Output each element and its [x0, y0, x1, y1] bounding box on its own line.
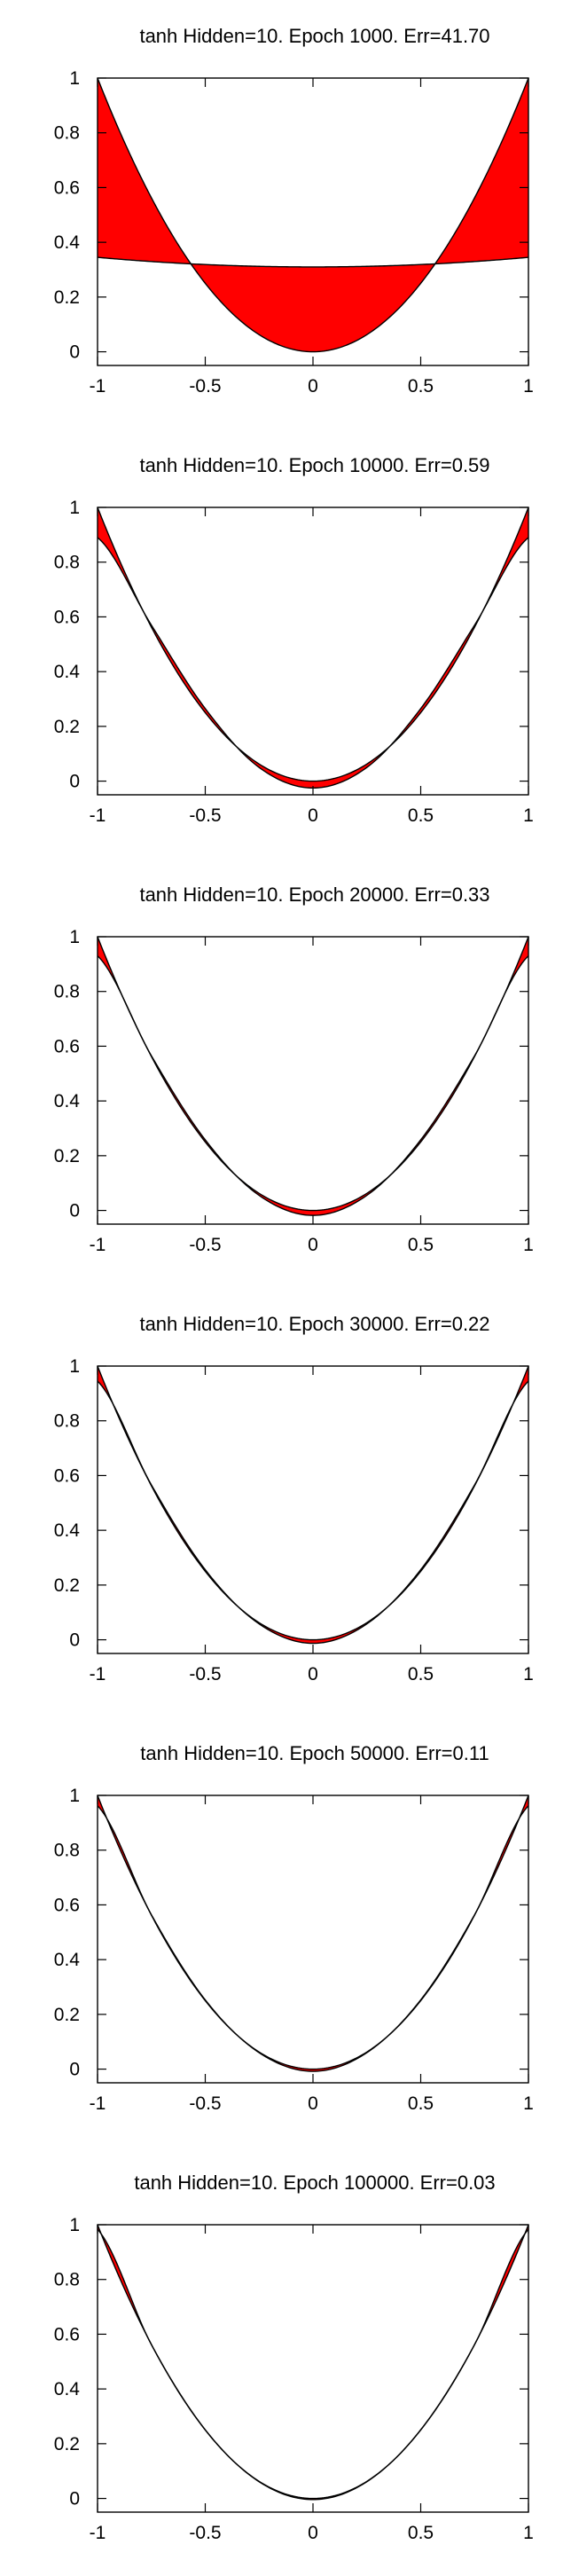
plot-frame [97, 1365, 529, 1654]
y-tick-label: 1 [69, 927, 80, 947]
y-tick-label: 0 [69, 1201, 80, 1221]
x-tick-label: -0.5 [189, 805, 221, 826]
target-curve [97, 77, 529, 353]
chart-panel-1: tanh Hidden=10. Epoch 1000. Err=41.70 -1 -… [54, 25, 534, 397]
chart-title: tanh Hidden=10. Epoch 50000. Err=0.11 [140, 1742, 489, 1764]
x-tick-label: 0.5 [408, 1235, 434, 1255]
chart-panel-2: tanh Hidden=10. Epoch 10000. Err=0.59 -1 -… [54, 454, 534, 826]
target-curve [97, 1795, 529, 2070]
y-tick-label: 0.2 [54, 2434, 80, 2454]
x-tick-label: 0 [308, 2523, 318, 2543]
network-output-curve [97, 1380, 529, 1645]
chart-title: tanh Hidden=10. Epoch 10000. Err=0.59 [139, 454, 489, 476]
y-tick-label: 0.2 [54, 2005, 80, 2025]
y-tick-label: 1 [69, 498, 80, 518]
x-tick-label: 1 [523, 2523, 534, 2543]
x-tick-label: 1 [523, 2093, 534, 2114]
y-tick-label: 0.6 [54, 177, 80, 198]
y-tick-label: 0.4 [54, 1520, 81, 1541]
chart-panel-3: tanh Hidden=10. Epoch 20000. Err=0.33 -1 -… [54, 884, 534, 1255]
network-output-curve [97, 2228, 529, 2501]
x-tick-label: -1 [90, 2093, 106, 2114]
y-tick-label: 0.4 [54, 1091, 81, 1111]
chart-title: tanh Hidden=10. Epoch 100000. Err=0.03 [134, 2172, 495, 2194]
y-tick-label: 0 [69, 772, 80, 792]
y-tick-label: 1 [69, 2215, 80, 2235]
x-tick-label: -0.5 [189, 2093, 221, 2114]
network-output-curve [97, 537, 529, 789]
target-curve [97, 507, 529, 782]
y-tick-label: 0.6 [54, 1465, 80, 1486]
chart-title: tanh Hidden=10. Epoch 30000. Err=0.22 [139, 1313, 489, 1335]
x-tick-label: 1 [523, 805, 534, 826]
chart-title: tanh Hidden=10. Epoch 20000. Err=0.33 [139, 884, 489, 906]
chart-panel-6: tanh Hidden=10. Epoch 100000. Err=0.03 -1… [54, 2172, 534, 2543]
y-tick-label: 0.2 [54, 287, 80, 308]
y-tick-label: 1 [69, 1356, 80, 1377]
x-tick-label: 0 [308, 2093, 318, 2114]
y-tick-label: 0 [69, 1630, 80, 1651]
plot-frame [97, 936, 529, 1225]
y-tick-label: 0.8 [54, 123, 80, 144]
x-tick-label: -1 [90, 1235, 106, 1255]
x-tick-label: 0.5 [408, 1664, 434, 1685]
y-tick-label: 0.8 [54, 553, 80, 573]
x-tick-label: -1 [90, 2523, 106, 2543]
y-tick-label: 1 [69, 68, 80, 89]
y-tick-label: 0.4 [54, 2379, 81, 2399]
y-tick-label: 0.6 [54, 607, 80, 627]
y-tick-label: 0.2 [54, 1146, 80, 1166]
x-tick-label: 0 [308, 1235, 318, 1255]
target-curve [97, 1365, 529, 1641]
y-tick-label: 0.8 [54, 2270, 80, 2290]
x-tick-label: 0.5 [408, 2523, 434, 2543]
y-tick-label: 0.8 [54, 1841, 80, 1861]
x-tick-label: 0 [308, 805, 318, 826]
y-tick-label: 0.8 [54, 1411, 80, 1432]
y-tick-label: 0 [69, 342, 80, 363]
x-tick-label: 1 [523, 376, 534, 397]
x-tick-label: 0.5 [408, 2093, 434, 2114]
x-tick-label: -0.5 [189, 2523, 221, 2543]
y-tick-label: 0.4 [54, 1950, 81, 1970]
network-output-curve [97, 1805, 529, 2072]
error-area [98, 2225, 528, 2500]
x-tick-label: 0 [308, 1664, 318, 1685]
y-tick-label: 0 [69, 2489, 80, 2509]
y-tick-label: 0 [69, 2060, 80, 2080]
chart-title: tanh Hidden=10. Epoch 1000. Err=41.70 [139, 25, 489, 47]
plot-frame [97, 507, 529, 796]
error-area [98, 78, 528, 352]
x-tick-label: -0.5 [189, 1235, 221, 1255]
y-tick-label: 0.4 [54, 232, 81, 253]
network-output-curve [97, 955, 529, 1216]
chart-panel-4: tanh Hidden=10. Epoch 30000. Err=0.22 -1 -… [54, 1313, 534, 1685]
y-tick-label: 0.2 [54, 1575, 80, 1596]
x-tick-label: -1 [90, 376, 106, 397]
y-tick-label: 0.2 [54, 717, 80, 737]
target-curve [97, 2224, 529, 2500]
y-tick-label: 0.8 [54, 982, 80, 1002]
y-tick-label: 0.6 [54, 2324, 80, 2344]
x-tick-label: 1 [523, 1235, 534, 1255]
x-tick-label: 1 [523, 1664, 534, 1685]
y-tick-label: 0.4 [54, 662, 81, 682]
y-tick-label: 0.6 [54, 1036, 80, 1056]
y-tick-label: 0.6 [54, 1895, 80, 1915]
x-tick-label: -1 [90, 805, 106, 826]
x-tick-label: 0 [308, 376, 318, 397]
y-tick-label: 1 [69, 1786, 80, 1806]
x-tick-label: -0.5 [189, 1664, 221, 1685]
x-tick-label: -1 [90, 1664, 106, 1685]
network-output-curve [97, 256, 529, 268]
x-tick-label: -0.5 [189, 376, 221, 397]
x-tick-label: 0.5 [408, 805, 434, 826]
plot-frame [97, 2224, 529, 2513]
target-curve [97, 936, 529, 1212]
x-tick-label: 0.5 [408, 376, 434, 397]
chart-panel-5: tanh Hidden=10. Epoch 50000. Err=0.11 -1 -… [54, 1742, 534, 2114]
plot-frame [97, 1795, 529, 2084]
